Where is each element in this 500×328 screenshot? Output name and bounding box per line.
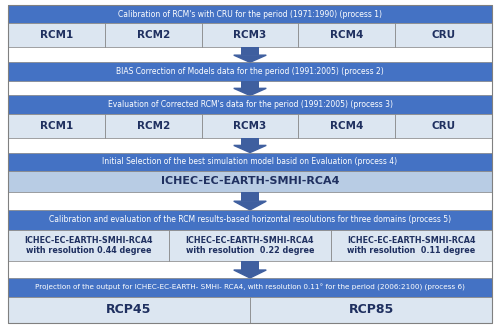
Bar	[8, 5, 492, 24]
Bar	[8, 153, 492, 171]
Bar	[395, 114, 492, 138]
Text: RCP45: RCP45	[106, 303, 152, 317]
Text: BIAS Correction of Models data for the period (1991:2005) (process 2): BIAS Correction of Models data for the p…	[116, 67, 384, 76]
Bar	[395, 24, 492, 47]
Text: RCM3: RCM3	[234, 31, 266, 40]
Text: ICHEC-EC-EARTH-SMHI-RCA4: ICHEC-EC-EARTH-SMHI-RCA4	[161, 176, 339, 186]
Text: CRU: CRU	[432, 31, 456, 40]
Text: Calibration and evaluation of the RCM results-based horizontal resolutions for t: Calibration and evaluation of the RCM re…	[49, 215, 451, 224]
Bar	[8, 230, 170, 261]
Text: ICHEC-EC-EARTH-SMHI-RCA4
with resolution 0.44 degree: ICHEC-EC-EARTH-SMHI-RCA4 with resolution…	[24, 236, 153, 255]
Bar	[298, 114, 395, 138]
Polygon shape	[234, 88, 266, 95]
Text: Calibration of RCM's with CRU for the period (1971:1990) (process 1): Calibration of RCM's with CRU for the pe…	[118, 10, 382, 19]
Bar	[241, 138, 259, 145]
Bar	[330, 230, 492, 261]
Bar	[298, 24, 395, 47]
Text: ICHEC-EC-EARTH-SMHI-RCA4
with resolution  0.22 degree: ICHEC-EC-EARTH-SMHI-RCA4 with resolution…	[186, 236, 314, 255]
Bar	[8, 95, 492, 114]
Bar	[241, 81, 259, 88]
Text: RCP85: RCP85	[348, 303, 394, 317]
Text: RCM4: RCM4	[330, 31, 364, 40]
Bar	[202, 24, 298, 47]
Text: ICHEC-EC-EARTH-SMHI-RCA4
with resolution  0.11 degree: ICHEC-EC-EARTH-SMHI-RCA4 with resolution…	[347, 236, 476, 255]
Text: RCM3: RCM3	[234, 121, 266, 131]
Text: RCM4: RCM4	[330, 121, 364, 131]
Bar	[170, 230, 330, 261]
Bar	[241, 192, 259, 201]
Bar	[8, 210, 492, 230]
Text: RCM2: RCM2	[136, 121, 170, 131]
Text: CRU: CRU	[432, 121, 456, 131]
Text: RCM2: RCM2	[136, 31, 170, 40]
Bar	[8, 297, 250, 323]
Bar	[8, 171, 492, 192]
Bar	[105, 24, 202, 47]
Polygon shape	[234, 201, 266, 210]
Bar	[105, 114, 202, 138]
Bar	[241, 261, 259, 270]
Text: Projection of the output for ICHEC-EC-EARTH- SMHI- RCA4, with resolution 0.11° f: Projection of the output for ICHEC-EC-EA…	[35, 284, 465, 291]
Bar	[250, 297, 492, 323]
Text: RCM1: RCM1	[40, 121, 73, 131]
Text: Initial Selection of the best simulation model basid on Evaluation (process 4): Initial Selection of the best simulation…	[102, 157, 398, 166]
Text: RCM1: RCM1	[40, 31, 73, 40]
Bar	[202, 114, 298, 138]
Bar	[8, 62, 492, 81]
Bar	[241, 47, 259, 55]
Text: Evaluation of Corrected RCM's data for the period (1991:2005) (process 3): Evaluation of Corrected RCM's data for t…	[108, 100, 393, 109]
Polygon shape	[234, 55, 266, 62]
Polygon shape	[234, 145, 266, 153]
Bar	[8, 24, 105, 47]
Bar	[8, 114, 105, 138]
Polygon shape	[234, 270, 266, 278]
Bar	[8, 278, 492, 297]
